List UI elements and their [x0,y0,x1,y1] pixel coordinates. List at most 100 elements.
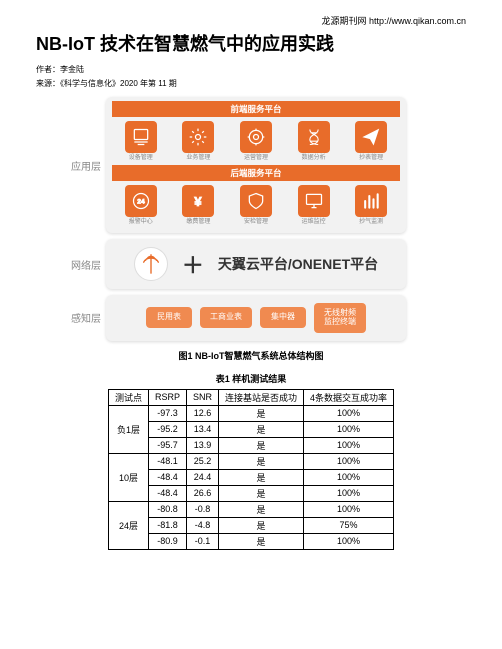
group-cell: 负1层 [108,405,148,453]
group-cell: 10层 [108,453,148,501]
table-cell: 75% [304,517,394,533]
table-cell: -0.8 [186,501,218,517]
table-cell: -80.8 [148,501,186,517]
table-header: 连接基站是否成功 [219,389,304,405]
icon-item-yen: ¥ 缴费管理 [174,185,222,225]
svg-text:24: 24 [137,199,145,206]
front-platform-bar: 前端服务平台 [112,101,400,117]
table-cell: 是 [219,405,304,421]
sense-pill: 无线射频监控终端 [314,303,366,333]
icon-label: 缴费管理 [186,219,210,225]
table-caption: 表1 样机测试结果 [36,372,466,385]
support-24-icon: 24 [125,185,157,217]
icon-item-send: 抄表管理 [347,121,395,161]
yen-icon: ¥ [182,185,214,217]
table-cell: 是 [219,437,304,453]
author-line: 作者：李金陆 [36,64,466,75]
tier-net-label: 网络层 [66,257,106,272]
device-mgmt-icon [125,121,157,153]
icon-label: 抄表管理 [359,155,383,161]
table-cell: -97.3 [148,405,186,421]
table-row: -81.8-4.8是75% [108,517,393,533]
icon-item-monitor: 运维监控 [290,185,338,225]
icon-item-device-mgmt: 设备管理 [117,121,165,161]
table-cell: -81.8 [148,517,186,533]
table-cell: 24.4 [186,469,218,485]
table-cell: 100% [304,421,394,437]
icon-label: 抄气监测 [359,219,383,225]
icon-item-gear-run: 运营管理 [232,121,280,161]
cloud-platform-text: 天翼云平台/ONENET平台 [218,254,378,274]
icon-item-safety: 安检管理 [232,185,280,225]
table-cell: 是 [219,469,304,485]
tier-app: 应用层 前端服务平台 设备管理 业务管理 运营管理 数据分析 抄表管理 后端服务平台 2… [66,97,406,233]
table-row: 24层-80.8-0.8是100% [108,501,393,517]
table-cell: 是 [219,517,304,533]
table-cell: 是 [219,533,304,549]
icon-label: 运营管理 [244,155,268,161]
table-row: 负1层-97.312.6是100% [108,405,393,421]
table-cell: 13.9 [186,437,218,453]
back-platform-bar: 后端服务平台 [112,165,400,181]
icon-label: 数据分析 [302,155,326,161]
table-header: SNR [186,389,218,405]
table-cell: 13.4 [186,421,218,437]
icon-item-dna: 数据分析 [290,121,338,161]
table-cell: 100% [304,405,394,421]
gear-run-icon [240,121,272,153]
test-results-table: 测试点RSRPSNR连接基站是否成功4条数据交互成功率 负1层-97.312.6… [108,389,394,550]
table-header: 4条数据交互成功率 [304,389,394,405]
icon-label: 安检管理 [244,219,268,225]
table-cell: 12.6 [186,405,218,421]
table-cell: -4.8 [186,517,218,533]
monitor-icon [298,185,330,217]
table-row: -80.9-0.1是100% [108,533,393,549]
table-header: RSRP [148,389,186,405]
site-header: 龙源期刊网 http://www.qikan.com.cn [321,14,466,27]
icon-item-bars: 抄气监测 [347,185,395,225]
table-cell: 25.2 [186,453,218,469]
table-cell: -0.1 [186,533,218,549]
table-row: -95.213.4是100% [108,421,393,437]
table-header: 测试点 [108,389,148,405]
svg-text:¥: ¥ [195,194,203,209]
icon-label: 设备管理 [129,155,153,161]
tier-net: 网络层 ＋ 天翼云平台/ONENET平台 [66,239,406,289]
table-cell: -95.2 [148,421,186,437]
page-title: NB-IoT 技术在智慧燃气中的应用实践 [36,30,466,56]
table-cell: 是 [219,485,304,501]
tier-sense: 感知层 民用表工商业表集中器无线射频监控终端 [66,295,406,341]
antenna-icon [134,247,168,281]
plus-icon: ＋ [182,248,204,280]
table-cell: 100% [304,485,394,501]
table-cell: 是 [219,501,304,517]
table-cell: -48.4 [148,469,186,485]
icon-item-settings: 业务管理 [174,121,222,161]
icon-item-support-24: 24 报警中心 [117,185,165,225]
table-row: -48.426.6是100% [108,485,393,501]
sense-pill: 民用表 [146,307,192,328]
group-cell: 24层 [108,501,148,549]
table-cell: 100% [304,453,394,469]
table-cell: 26.6 [186,485,218,501]
bars-icon [355,185,387,217]
table-cell: 100% [304,469,394,485]
icon-label: 报警中心 [129,219,153,225]
table-cell: 是 [219,421,304,437]
architecture-diagram: 应用层 前端服务平台 设备管理 业务管理 运营管理 数据分析 抄表管理 后端服务平台 2… [66,97,406,341]
table-cell: -80.9 [148,533,186,549]
table-cell: -48.4 [148,485,186,501]
table-cell: 100% [304,437,394,453]
tier-app-label: 应用层 [66,158,106,173]
settings-icon [182,121,214,153]
table-cell: -48.1 [148,453,186,469]
sense-pill: 集中器 [260,307,306,328]
table-row: -48.424.4是100% [108,469,393,485]
figure-caption: 图1 NB-IoT智慧燃气系统总体结构图 [36,349,466,362]
table-row: -95.713.9是100% [108,437,393,453]
table-cell: 是 [219,453,304,469]
sense-pill: 工商业表 [200,307,252,328]
table-cell: 100% [304,501,394,517]
icon-label: 业务管理 [186,155,210,161]
table-row: 10层-48.125.2是100% [108,453,393,469]
